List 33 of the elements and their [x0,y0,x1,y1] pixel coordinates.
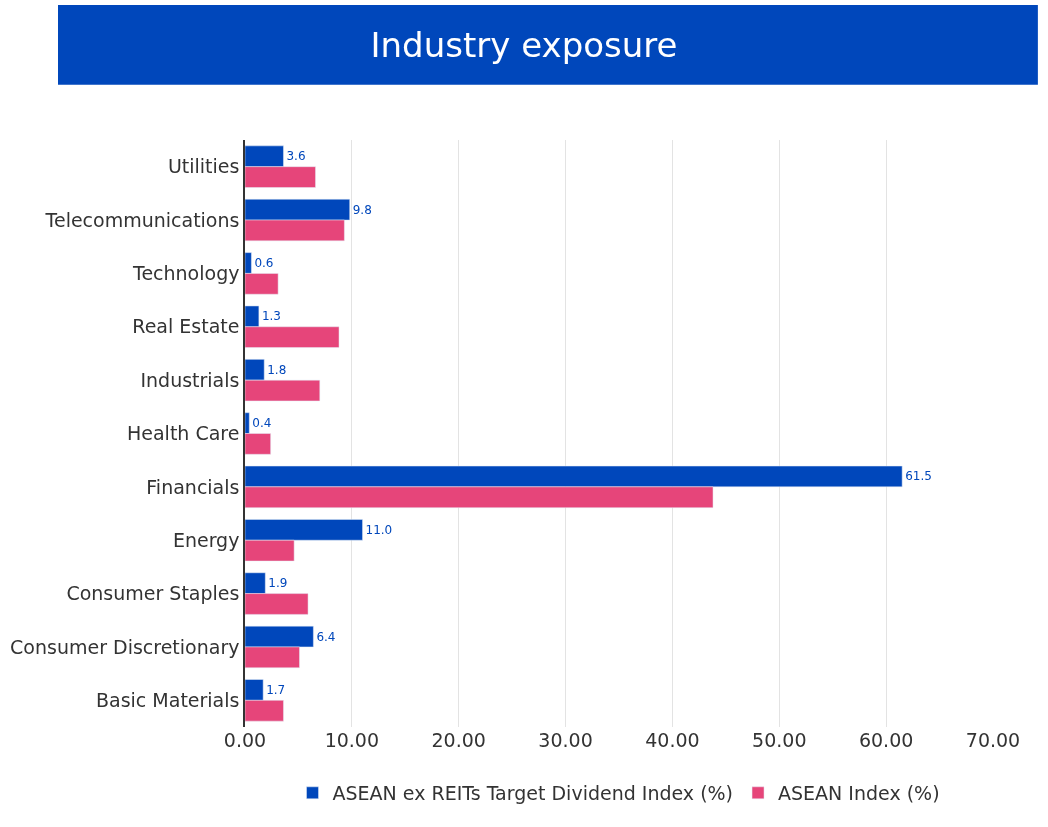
x-tick-label: 40.00 [645,729,700,751]
data-label: 61.5 [905,469,932,484]
y-tick-label: Utilities [167,155,240,178]
legend-label: ASEAN ex REITs Target Dividend Index (%) [332,782,734,805]
data-label: 9.8 [352,202,372,217]
y-tick-label: Real Estate [132,315,240,338]
x-tick-label: 70.00 [965,729,1021,751]
data-label: 0.6 [254,256,274,271]
chart-title: Industry exposure [370,25,678,66]
y-tick-label: Consumer Staples [66,582,240,605]
y-tick-label: Financials [146,475,240,498]
data-label: 0.4 [252,416,272,431]
x-tick-label: 0.00 [223,729,267,751]
data-label: 1.7 [266,682,286,697]
data-label: 11.0 [365,522,393,537]
y-tick-label: Industrials [140,368,240,391]
y-tick-label: Basic Materials [96,688,240,711]
data-label: 1.3 [261,309,281,324]
data-label: 6.4 [316,629,336,644]
data-label: 1.9 [268,576,288,591]
x-tick-label: 50.00 [752,729,807,751]
y-tick-label: Energy [172,528,240,551]
legend-label: ASEAN Index (%) [778,782,940,805]
y-tick-label: Health Care [127,422,240,445]
y-tick-label: Technology [132,262,240,285]
data-label: 1.8 [267,362,287,377]
y-tick-label: Telecommunications [44,208,240,231]
x-tick-label: 20.00 [431,729,486,751]
y-tick-label: Consumer Discretionary [10,635,240,658]
data-label: 3.6 [286,149,306,164]
x-tick-label: 30.00 [538,729,593,751]
x-tick-label: 60.00 [858,729,914,751]
x-tick-label: 10.00 [324,729,380,751]
